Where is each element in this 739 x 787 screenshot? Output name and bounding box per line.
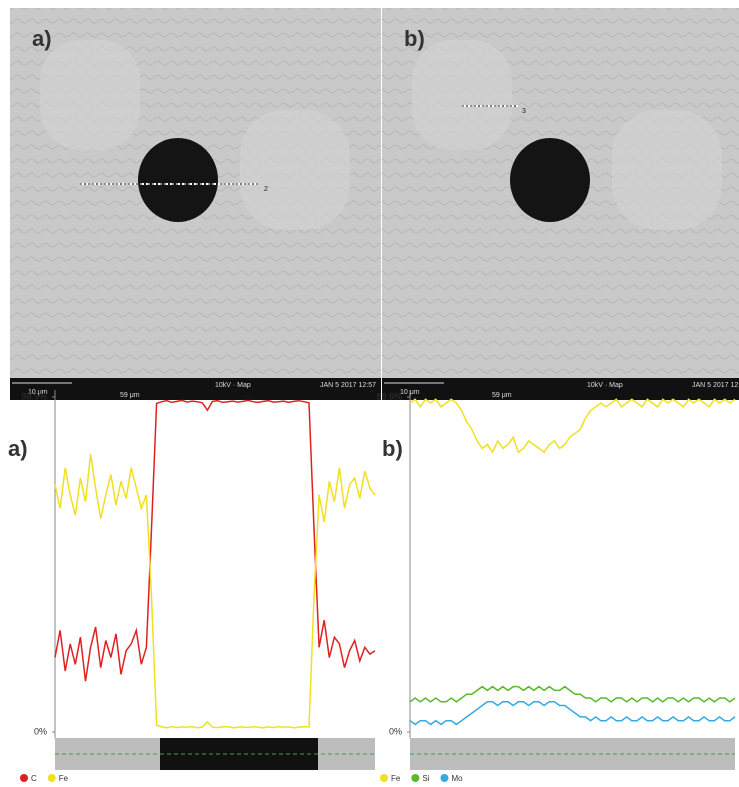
scan-marker: 2 [264,186,268,193]
legend-marker [20,774,28,782]
legend-label: Mo [451,774,463,783]
mode-label: 10kV · Map [215,382,251,389]
legend-label: Fe [391,774,401,783]
pore [138,138,218,222]
field-label: 59 μm [492,392,512,399]
panel-label: b) [404,26,425,51]
y-tick-label: 0% [34,726,47,736]
series-line [55,454,375,728]
panel-label: b) [382,436,403,461]
y-tick-label: 98.9% [21,391,47,401]
field-label: 59 μm [120,392,140,399]
legend-label: C [31,774,37,783]
figure: 2a)10 μm59 μm10kV · MapJAN 5 2017 12:573… [0,0,739,787]
series-line [410,399,735,452]
series-line [55,400,375,681]
legend-label: Si [422,774,429,783]
panel-label: a) [8,436,28,461]
pore [510,138,590,222]
series-line [410,687,735,702]
series-line [410,702,735,725]
scan-marker: 3 [522,108,526,115]
legend-label: Fe [59,774,69,783]
date-label: JAN 5 2017 12:57 [692,382,739,389]
grain [240,110,350,230]
grain [40,40,140,150]
panel-label: a) [32,26,52,51]
legend-marker [380,774,388,782]
legend-marker [411,774,419,782]
y-tick-label: 0% [389,726,402,736]
legend-marker [440,774,448,782]
info-bar [382,378,739,400]
grain [412,40,512,150]
date-label: JAN 5 2017 12:57 [320,382,376,389]
legend-marker [48,774,56,782]
mode-label: 10kV · Map [587,382,623,389]
grain [612,110,722,230]
y-tick-label: 88.6% [376,391,402,401]
